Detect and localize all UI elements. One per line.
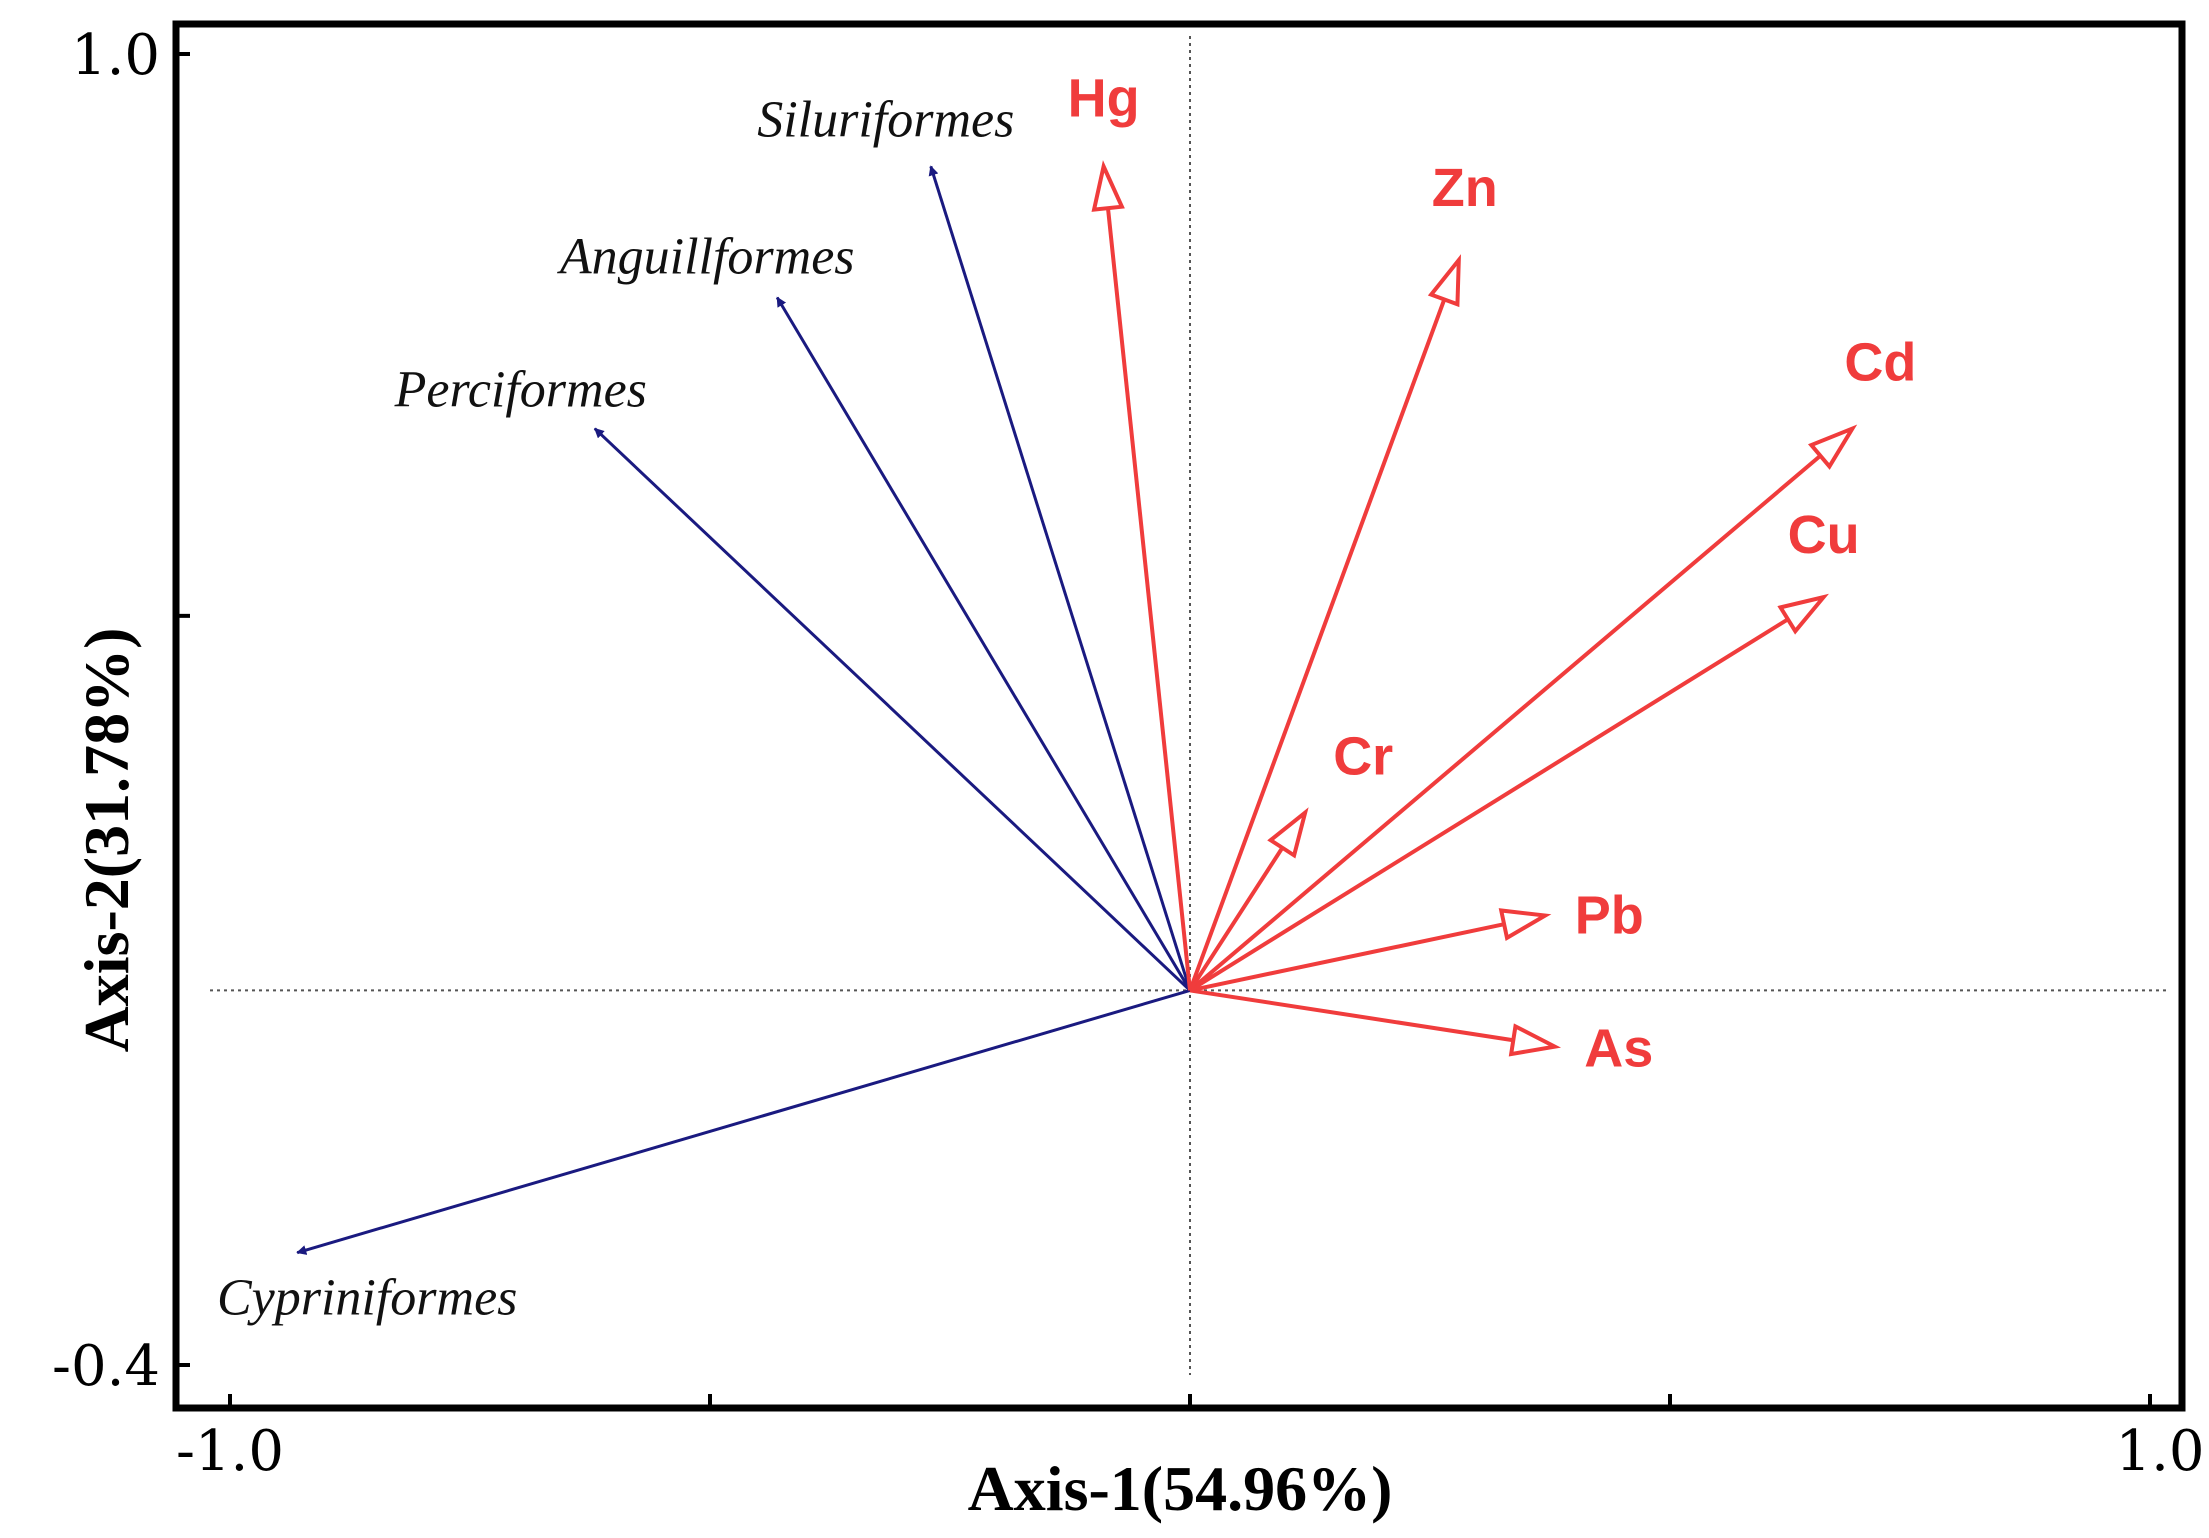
metal-label-hg: Hg bbox=[1068, 68, 1140, 128]
axis-ticks bbox=[176, 52, 2152, 1408]
metal-label-cr: Cr bbox=[1333, 727, 1393, 787]
species-label-anguillformes: Anguillformes bbox=[557, 228, 855, 285]
metal-label-cd: Cd bbox=[1844, 333, 1916, 393]
metal-vector-cr bbox=[1188, 846, 1285, 992]
x-tick-label-left: -1.0 bbox=[176, 1419, 284, 1484]
metal-vector-cd bbox=[1188, 454, 1822, 992]
metal-label-zn: Zn bbox=[1432, 158, 1498, 218]
metal-vector-hg bbox=[1105, 207, 1192, 991]
metal-arrowhead-cd bbox=[1807, 424, 1858, 470]
x-axis-title: Axis-1(54.96%) bbox=[968, 1453, 1393, 1524]
y-tick-label-top: 1.0 bbox=[71, 23, 160, 88]
metal-arrowhead-pb bbox=[1498, 908, 1552, 942]
metal-arrowhead-as bbox=[1508, 1023, 1562, 1057]
metal-vectors: Hg Zn Cd Cu Cr Pb As bbox=[1068, 68, 1917, 1078]
species-vectors: Siluriformes Anguillformes Perciformes Cypr… bbox=[217, 91, 1192, 1327]
metal-label-pb: Pb bbox=[1575, 886, 1644, 946]
metal-arrowhead-hg bbox=[1091, 160, 1125, 212]
species-label-siluriformes: Siluriformes bbox=[757, 91, 1014, 148]
species-vector-perciformes bbox=[593, 427, 1192, 992]
metal-arrowhead-cu bbox=[1777, 593, 1829, 635]
metal-vector-pb bbox=[1189, 922, 1505, 993]
y-tick-label-bottom: -0.4 bbox=[52, 1334, 160, 1399]
species-vector-siluriformes bbox=[928, 165, 1192, 991]
metal-arrowhead-cr bbox=[1267, 807, 1309, 859]
x-tick-label-right: 1.0 bbox=[2115, 1419, 2204, 1484]
metal-label-as: As bbox=[1584, 1019, 1653, 1079]
species-vector-cypriniformes bbox=[296, 988, 1191, 1255]
metal-label-cu: Cu bbox=[1788, 505, 1860, 565]
species-label-perciformes: Perciformes bbox=[394, 362, 647, 419]
metal-vector-as bbox=[1189, 988, 1514, 1043]
metal-vector-zn bbox=[1188, 298, 1447, 992]
metal-vector-cu bbox=[1188, 617, 1789, 993]
species-label-cypriniformes: Cypriniformes bbox=[217, 1270, 517, 1327]
species-vector-anguillformes bbox=[775, 296, 1192, 992]
y-axis-title: Axis-2(31.78%) bbox=[71, 628, 142, 1053]
metal-arrowhead-zn bbox=[1427, 254, 1461, 308]
plot-frame bbox=[172, 20, 2186, 1412]
